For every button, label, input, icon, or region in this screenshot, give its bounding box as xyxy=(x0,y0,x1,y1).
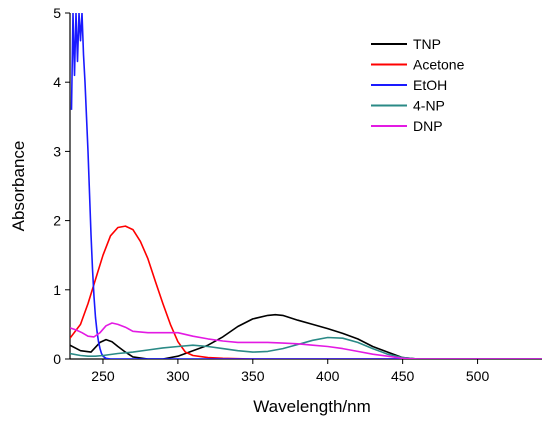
series-layer xyxy=(70,13,542,359)
legend-label: Acetone xyxy=(413,57,465,73)
series-line-acetone xyxy=(70,225,542,359)
x-tick-label: 350 xyxy=(241,368,265,384)
legend-label: DNP xyxy=(413,118,443,134)
series-line-4-np xyxy=(70,336,542,359)
legend-label: TNP xyxy=(413,36,441,52)
x-tick-label: 250 xyxy=(91,368,115,384)
series-line-tnp xyxy=(70,313,542,359)
y-tick-label: 2 xyxy=(53,213,61,229)
y-tick-label: 3 xyxy=(53,143,61,159)
y-axis-title: Absorbance xyxy=(9,141,28,232)
x-axis-title: Wavelength/nm xyxy=(253,397,370,416)
y-tick-label: 1 xyxy=(53,282,61,298)
y-axis-ticks: 0 1 2 3 4 5 xyxy=(53,5,70,367)
legend-label: EtOH xyxy=(413,77,447,93)
x-tick-label: 300 xyxy=(166,368,190,384)
x-tick-label: 500 xyxy=(466,368,490,384)
x-tick-label: 450 xyxy=(391,368,415,384)
series-line-etoh xyxy=(70,13,542,359)
x-axis-ticks: 250 300 350 400 450 500 xyxy=(91,359,489,384)
legend: TNP Acetone EtOH 4-NP DNP xyxy=(371,36,465,134)
y-tick-label: 4 xyxy=(53,74,61,90)
legend-label: 4-NP xyxy=(413,98,445,114)
y-tick-label: 0 xyxy=(53,351,61,367)
y-tick-label: 5 xyxy=(53,5,61,21)
x-tick-label: 400 xyxy=(316,368,340,384)
series-line-dnp xyxy=(70,322,542,359)
